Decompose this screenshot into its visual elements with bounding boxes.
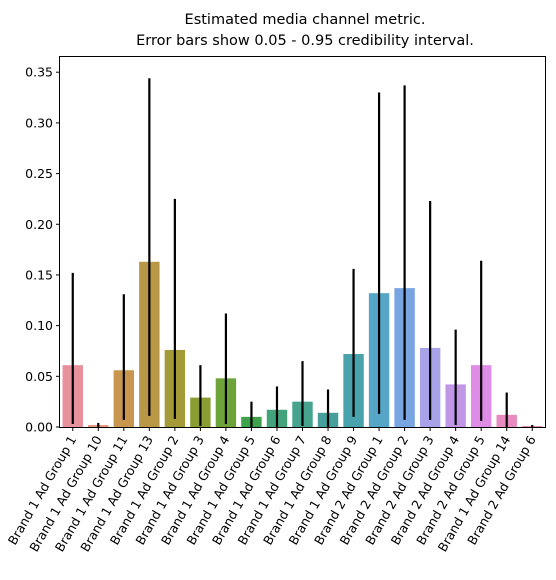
y-tick-label: 0.15	[25, 267, 53, 282]
y-tick-label: 0.05	[25, 369, 53, 384]
y-tick-label: 0.20	[25, 217, 53, 232]
y-axis: 0.00 0.05 0.10 0.15 0.20 0.25 0.30 0.35	[25, 65, 60, 435]
y-tick-label: 0.00	[25, 420, 53, 435]
error-bars-group	[71, 78, 534, 427]
y-tick-label: 0.25	[25, 166, 53, 181]
chart-title-line-2: Error bars show 0.05 - 0.95 credibility …	[136, 33, 474, 49]
y-tick-label: 0.30	[25, 115, 53, 130]
plot-frame	[59, 56, 546, 428]
y-tick-label: 0.10	[25, 318, 53, 333]
chart-title-line-1: Estimated media channel metric.	[185, 12, 426, 28]
y-tick-label: 0.35	[25, 65, 53, 80]
